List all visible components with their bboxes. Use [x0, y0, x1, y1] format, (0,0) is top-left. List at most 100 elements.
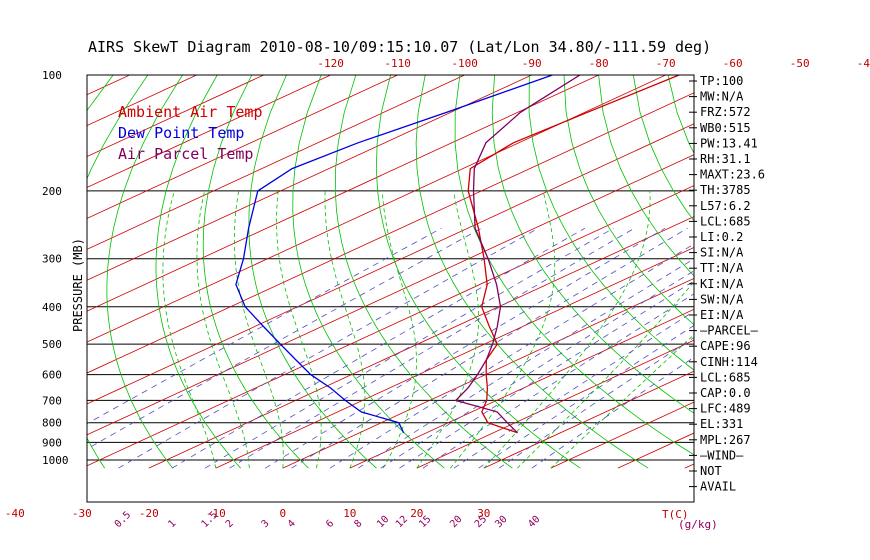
- index-label: LFC:489: [700, 402, 751, 416]
- dry-adiabat-line: [454, 75, 694, 456]
- bottom-temp-tick-label: 10: [343, 507, 356, 520]
- dry-adiabat-line: [87, 75, 114, 112]
- mixing-ratio-tick-label: 20: [448, 514, 464, 530]
- index-label: CAPE:96: [700, 339, 751, 353]
- mixing-ratio-tick-label: 10: [375, 514, 391, 530]
- index-label: AVAIL: [700, 480, 736, 494]
- index-label: SI:N/A: [700, 246, 744, 260]
- bottom-temp-tick-label: -40: [5, 507, 25, 520]
- mixing-ratio-tick-label: 3: [260, 518, 272, 530]
- pressure-tick-label: 600: [42, 369, 62, 382]
- mixing-ratio-tick-label: 40: [526, 514, 542, 530]
- pressure-tick-label: 500: [42, 338, 62, 351]
- moist-adiabat-line: [162, 190, 217, 469]
- dry-adiabat-line: [106, 75, 183, 469]
- isotherm-line: [87, 75, 599, 312]
- top-temp-tick-label: -80: [589, 57, 609, 70]
- dry-adiabat-line: [292, 75, 445, 469]
- plot-frame: [86, 74, 695, 503]
- moist-adiabat-line: [449, 190, 556, 469]
- index-label: CAP:0.0: [700, 386, 751, 400]
- top-temp-tick-label: -40: [857, 57, 870, 70]
- x-unit-label: T(C): [662, 508, 689, 521]
- mixing-ratio-line: [229, 227, 635, 469]
- index-label: TT:N/A: [700, 261, 744, 275]
- legend-parcel: Air Parcel Temp: [118, 145, 253, 163]
- isotherm-line: [87, 154, 694, 436]
- pressure-tick-label: 1000: [42, 454, 69, 467]
- isotherm-line: [550, 401, 694, 469]
- isotherm-line: [416, 339, 694, 469]
- dry-adiabat-line: [632, 75, 694, 222]
- dry-adiabat-line: [248, 75, 377, 469]
- dry-adiabat-line: [563, 75, 694, 326]
- ambient-temp-line: [467, 75, 680, 434]
- moist-adiabat-line: [517, 280, 694, 469]
- legend-ambient: Ambient Air Temp: [118, 103, 263, 121]
- isotherm-line: [0, 75, 63, 468]
- index-label: FRZ:572: [700, 105, 751, 119]
- moist-adiabat-line: [416, 190, 480, 469]
- moist-adiabat-line: [381, 190, 417, 469]
- dry-adiabat-line: [528, 75, 694, 371]
- dry-adiabat-line: [375, 75, 581, 469]
- isotherm-line: [483, 370, 694, 469]
- mixing-ratio-line: [87, 227, 482, 450]
- dry-adiabat-line: [667, 75, 694, 155]
- mixing-ratio-tick-label: 30: [493, 514, 509, 530]
- isotherm-line: [87, 185, 694, 467]
- pressure-tick-label: 800: [42, 417, 62, 430]
- mixing-ratio-line: [264, 227, 666, 469]
- bottom-temp-tick-label: 30: [477, 507, 490, 520]
- pressure-tick-label: 700: [42, 394, 62, 407]
- dry-adiabat-line: [202, 75, 309, 469]
- isotherm-line: [349, 308, 694, 469]
- moist-adiabat-line: [483, 190, 651, 469]
- mixing-ratio-line: [422, 293, 694, 469]
- moist-adiabat-line: [550, 334, 694, 469]
- mixing-unit-label: (g/kg): [678, 518, 718, 531]
- bottom-temp-tick-label: 20: [410, 507, 423, 520]
- index-label: EL:331: [700, 417, 743, 431]
- moist-adiabat-line: [276, 190, 322, 469]
- top-temp-tick-label: -50: [790, 57, 810, 70]
- pressure-tick-label: 400: [42, 301, 62, 314]
- index-label: SW:N/A: [700, 292, 744, 306]
- isotherm-line: [87, 75, 398, 219]
- isotherm-line: [215, 247, 694, 469]
- dry-adiabat-line: [841, 75, 870, 468]
- parcel-temp-line: [454, 75, 581, 434]
- mixing-ratio-line: [453, 310, 694, 469]
- mixing-ratio-tick-label: 6: [324, 518, 336, 530]
- mixing-ratio-line: [204, 227, 614, 469]
- index-label: TP:100: [700, 74, 743, 88]
- mixing-ratio-line: [478, 324, 694, 469]
- dry-adiabat-line: [491, 75, 694, 414]
- mixing-ratio-line: [291, 227, 688, 469]
- index-label: WB0:515: [700, 121, 751, 135]
- dry-adiabat-line: [598, 75, 694, 277]
- index-label: MW:N/A: [700, 90, 744, 104]
- index-label: CINH:114: [700, 355, 758, 369]
- dry-adiabat-line: [807, 75, 870, 468]
- dewpoint-temp-line: [235, 75, 553, 434]
- mixing-ratio-tick-label: 1: [166, 518, 178, 530]
- isotherm-line: [87, 75, 465, 250]
- mixing-ratio-tick-label: 4: [286, 518, 298, 530]
- index-label: RH:31.1: [700, 152, 751, 166]
- index-label: L57:6.2: [700, 199, 751, 213]
- index-label: TH:3785: [700, 183, 751, 197]
- top-temp-tick-label: -60: [723, 57, 743, 70]
- mixing-ratio-tick-label: 0.5: [113, 510, 134, 531]
- index-label: KI:N/A: [700, 277, 744, 291]
- bottom-temp-tick-label: -30: [72, 507, 92, 520]
- mixing-ratio-line: [399, 280, 694, 469]
- moist-adiabat-line: [233, 190, 284, 469]
- index-label: MPL:267: [700, 433, 751, 447]
- index-label: EI:N/A: [700, 308, 744, 322]
- index-label: LCL:685: [700, 214, 751, 228]
- isotherm-line: [87, 75, 264, 157]
